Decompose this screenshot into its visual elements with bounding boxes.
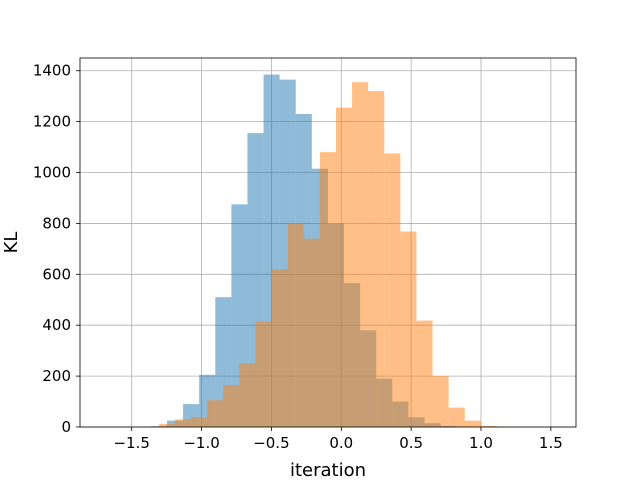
tick-labels: −1.5 −1.0 −0.5 0.0 0.5 1.0 1.5 0 200 400 600 800 100… (33, 62, 563, 452)
x-tick-label: 0.0 (329, 434, 353, 452)
y-axis-label: KL (1, 232, 22, 254)
histogram-bar-series-2 (384, 153, 401, 427)
histogram-bar-series-2 (448, 407, 465, 427)
y-tick-label: 200 (42, 367, 71, 385)
histogram-bar-series-2 (400, 231, 417, 427)
y-tick-label: 800 (42, 214, 71, 232)
y-tick-label: 1400 (33, 62, 71, 80)
y-tick-label: 600 (42, 265, 71, 283)
x-tick-label: −1.5 (113, 434, 149, 452)
histogram-bar-series-2 (416, 320, 433, 427)
x-axis-label: iteration (290, 460, 366, 480)
plot-frame (79, 57, 577, 428)
histogram-bar-series-2 (271, 269, 288, 427)
histogram-bar-series-2 (255, 321, 272, 427)
histogram-bar-series-2 (223, 385, 240, 427)
x-tick-label: 1.5 (539, 434, 563, 452)
histogram-bar-series-2 (175, 419, 192, 427)
y-tick-label: 1000 (33, 164, 71, 182)
x-tick-label: 0.5 (399, 434, 423, 452)
histogram-bar-series-2 (335, 107, 353, 427)
histogram-bar-series-2 (352, 82, 369, 427)
y-tick-label: 0 (61, 418, 71, 436)
histogram-bar-series-2 (319, 152, 336, 427)
histogram-bar-series-2 (239, 363, 256, 427)
histogram-bar-series-2 (207, 400, 224, 427)
axis-ticks (76, 70, 552, 431)
histogram-bar-series-2 (432, 376, 449, 427)
histogram-bar-series-2 (287, 223, 304, 427)
histogram-bars (142, 74, 514, 427)
histogram-bar-series-2 (368, 91, 385, 427)
histogram-bar-series-2 (464, 420, 481, 427)
x-tick-label: −0.5 (253, 434, 289, 452)
y-tick-label: 1200 (33, 113, 71, 131)
x-tick-label: −1.0 (183, 434, 219, 452)
x-tick-label: 1.0 (469, 434, 493, 452)
histogram-bar-series-2 (191, 417, 208, 427)
y-tick-label: 400 (42, 316, 71, 334)
histogram-bar-series-2 (303, 238, 320, 427)
histogram-bar-series-2 (158, 423, 176, 427)
histogram-bar-series-2 (480, 425, 497, 427)
